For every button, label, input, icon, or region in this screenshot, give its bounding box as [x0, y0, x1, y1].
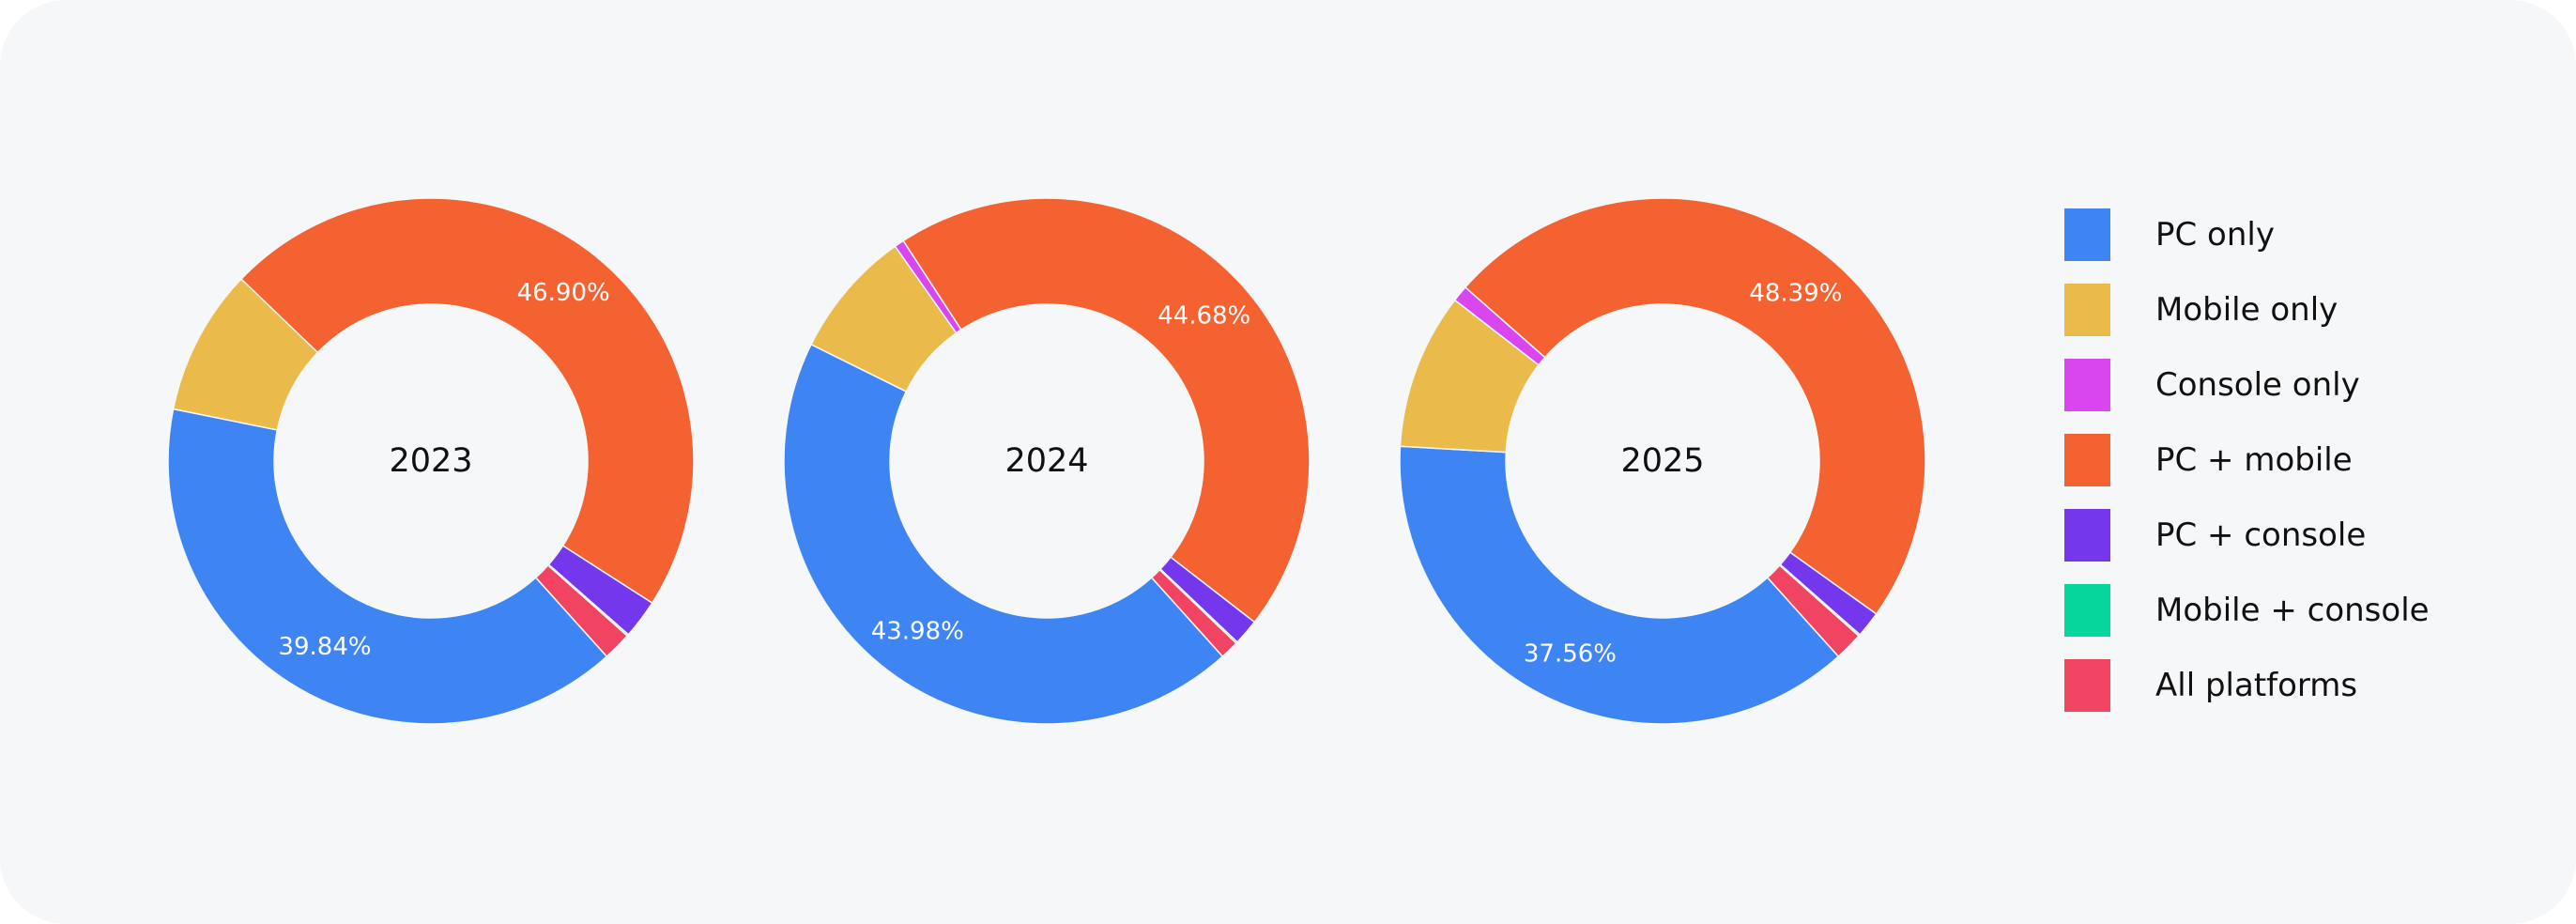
- legend-item-mobile-only: Mobile only: [2064, 284, 2496, 336]
- slice-2024-pc-only: [783, 343, 1224, 725]
- slice-2024-all-platforms: [1150, 568, 1237, 658]
- legend-swatch-pc-only: [2064, 208, 2110, 261]
- slice-2025-pc-only: [1399, 445, 1840, 725]
- data-label-2023-pc-only: 39.84%: [278, 633, 371, 661]
- data-label-2024-pc-mobile: 44.68%: [1158, 302, 1250, 331]
- data-label-2025-pc-only: 37.56%: [1524, 640, 1617, 669]
- legend-swatch-all-platforms: [2064, 659, 2110, 712]
- legend-swatch-console-only: [2064, 359, 2110, 411]
- center-label-2025: 2025: [1620, 442, 1704, 480]
- slice-2023-pc-only: [167, 408, 608, 725]
- legend-item-all-platforms: All platforms: [2064, 659, 2496, 712]
- slice-2025-all-platforms: [1766, 564, 1861, 658]
- legend-label-mobile-console: Mobile + console: [2155, 592, 2430, 629]
- legend-label-console-only: Console only: [2155, 366, 2360, 404]
- legend-item-mobile-console: Mobile + console: [2064, 584, 2496, 637]
- data-label-2025-pc-mobile: 48.39%: [1749, 280, 1842, 308]
- data-label-2024-pc-only: 43.98%: [871, 618, 964, 646]
- legend-label-pc-mobile: PC + mobile: [2155, 441, 2353, 479]
- legend-label-mobile-only: Mobile only: [2155, 291, 2338, 329]
- donut-chart-2023: 39.84% 46.90% 2023: [167, 197, 695, 725]
- donut-chart-2025: 37.56% 48.39% 2025: [1399, 197, 1926, 725]
- legend-swatch-pc-mobile: [2064, 434, 2110, 486]
- slice-2023-pc-mobile: [239, 197, 695, 605]
- legend-item-pc-mobile: PC + mobile: [2064, 434, 2496, 486]
- legend-swatch-pc-console: [2064, 509, 2110, 562]
- slice-2024-pc-mobile: [902, 197, 1311, 624]
- legend-swatch-mobile-only: [2064, 284, 2110, 336]
- legend-item-pc-only: PC only: [2064, 208, 2496, 261]
- slice-2023-all-platforms: [534, 563, 629, 658]
- legend-label-all-platforms: All platforms: [2155, 667, 2358, 704]
- legend-item-pc-console: PC + console: [2064, 509, 2496, 562]
- legend-label-pc-console: PC + console: [2155, 516, 2367, 554]
- slice-2025-pc-mobile: [1464, 197, 1926, 615]
- donut-chart-2024: 43.98% 44.68% 2024: [783, 197, 1311, 725]
- legend-label-pc-only: PC only: [2155, 216, 2275, 254]
- legend-item-console-only: Console only: [2064, 359, 2496, 411]
- data-label-2023-pc-mobile: 46.90%: [517, 279, 610, 307]
- center-label-2024: 2024: [1004, 442, 1088, 480]
- legend-swatch-mobile-console: [2064, 584, 2110, 637]
- center-label-2023: 2023: [389, 442, 472, 480]
